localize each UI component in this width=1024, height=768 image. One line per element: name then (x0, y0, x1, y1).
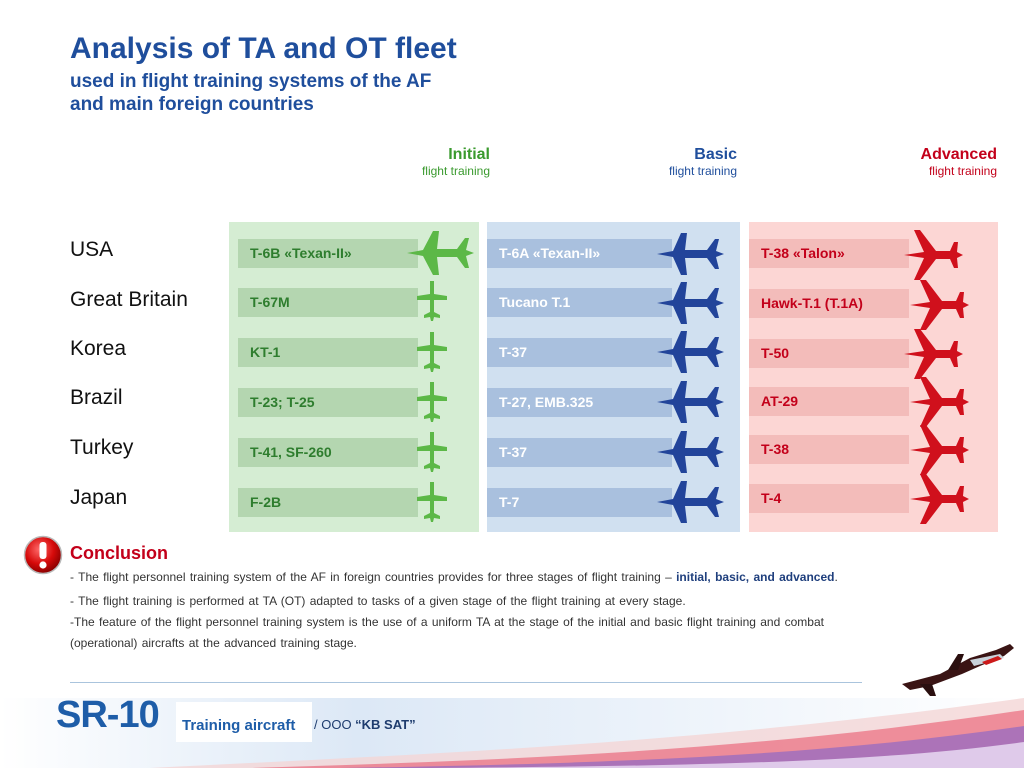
conclusion-line: (operational) aircrafts at the advanced … (70, 636, 357, 650)
advanced-training-panel: T-38 «Talon» Hawk-T.1 (T.1A) T-50 AT-29 … (749, 222, 998, 532)
conclusion-line: -The feature of the flight personnel tra… (70, 615, 824, 629)
stage-header-initial: Initial flight training (290, 146, 490, 178)
jet-icon (657, 431, 724, 473)
exclamation-icon (23, 535, 63, 575)
page-title: Analysis of TA and OT fleet (70, 32, 457, 65)
jet-icon (407, 231, 474, 275)
propeller-plane-icon (417, 281, 447, 321)
conclusion-line: - The flight training is performed at TA… (70, 594, 686, 608)
aircraft-bar: KT-1 (238, 338, 418, 367)
stage-sub-advanced: flight training (928, 164, 997, 178)
conclusion-emphasis: initial, basic, and advanced (676, 570, 835, 584)
conclusion-text: . (834, 570, 838, 584)
aircraft-bar: T-23; T-25 (238, 388, 418, 417)
aircraft-bar: T-50 (749, 339, 909, 368)
sr10-aircraft-icon (902, 644, 1014, 696)
page-subtitle-line1: used in flight training systems of the A… (70, 71, 432, 92)
stage-name-basic: Basic (694, 146, 737, 163)
jet-icon (657, 381, 724, 423)
aircraft-bar: T-6B «Texan-II» (238, 239, 418, 268)
page-subtitle-line2: and main foreign countries (70, 94, 314, 115)
jet-icon (910, 377, 969, 427)
divider (70, 682, 862, 683)
aircraft-bar: Tucano T.1 (487, 288, 672, 317)
propeller-plane-icon (417, 432, 447, 472)
aircraft-bar: T-38 «Talon» (749, 239, 909, 268)
country-label: Korea (70, 337, 127, 360)
country-label: Great Britain (70, 288, 188, 311)
aircraft-bar: T-37 (487, 338, 672, 367)
stage-sub-initial: flight training (421, 164, 490, 178)
jet-icon (657, 282, 724, 324)
aircraft-bar: T-6A «Texan-II» (487, 239, 672, 268)
jet-icon (657, 481, 724, 523)
propeller-plane-icon (417, 332, 447, 372)
aircraft-bar: AT-29 (749, 387, 909, 416)
logo-backdrop (176, 702, 312, 742)
conclusion-line: - The flight personnel training system o… (70, 570, 838, 584)
company-name: / OOO “KB SAT” (314, 717, 416, 732)
jet-icon (904, 329, 963, 379)
stage-sub-basic: flight training (668, 164, 737, 178)
aircraft-bar: T-67M (238, 288, 418, 317)
jet-icon (910, 425, 969, 475)
aircraft-bar: T-41, SF-260 (238, 438, 418, 467)
aircraft-bar: T-7 (487, 488, 672, 517)
aircraft-bar: F-2B (238, 488, 418, 517)
country-label: Brazil (70, 386, 123, 409)
company-prefix: / OOO (314, 717, 356, 732)
aircraft-bar: T-27, EMB.325 (487, 388, 672, 417)
company-label: “KB SAT” (355, 717, 416, 732)
country-label: Japan (70, 486, 128, 509)
propeller-plane-icon (417, 382, 447, 422)
aircraft-bar: T-38 (749, 435, 909, 464)
jet-icon (904, 230, 963, 280)
conclusion-title: Conclusion (70, 543, 168, 563)
jet-icon (657, 233, 724, 275)
country-label: USA (70, 238, 114, 261)
aircraft-bar: Hawk-T.1 (T.1A) (749, 289, 909, 318)
stage-name-advanced: Advanced (920, 146, 997, 163)
aircraft-bar: T-37 (487, 438, 672, 467)
stage-header-basic: Basic flight training (537, 146, 737, 178)
jet-icon (910, 280, 969, 330)
propeller-plane-icon (417, 482, 447, 522)
logo: SR-10 (56, 694, 160, 736)
jet-icon (910, 474, 969, 524)
jet-icon (657, 331, 724, 373)
aircraft-bar: T-4 (749, 484, 909, 513)
country-label: Turkey (70, 436, 134, 459)
footer-swoosh (0, 698, 1024, 768)
logo-subtitle: Training aircraft (182, 717, 296, 734)
conclusion-text: - The flight personnel training system o… (70, 570, 677, 584)
basic-training-panel: T-6A «Texan-II» Tucano T.1 T-37 T-27, EM… (487, 222, 740, 532)
stage-name-initial: Initial (448, 146, 490, 163)
stage-header-advanced: Advanced flight training (797, 146, 997, 178)
